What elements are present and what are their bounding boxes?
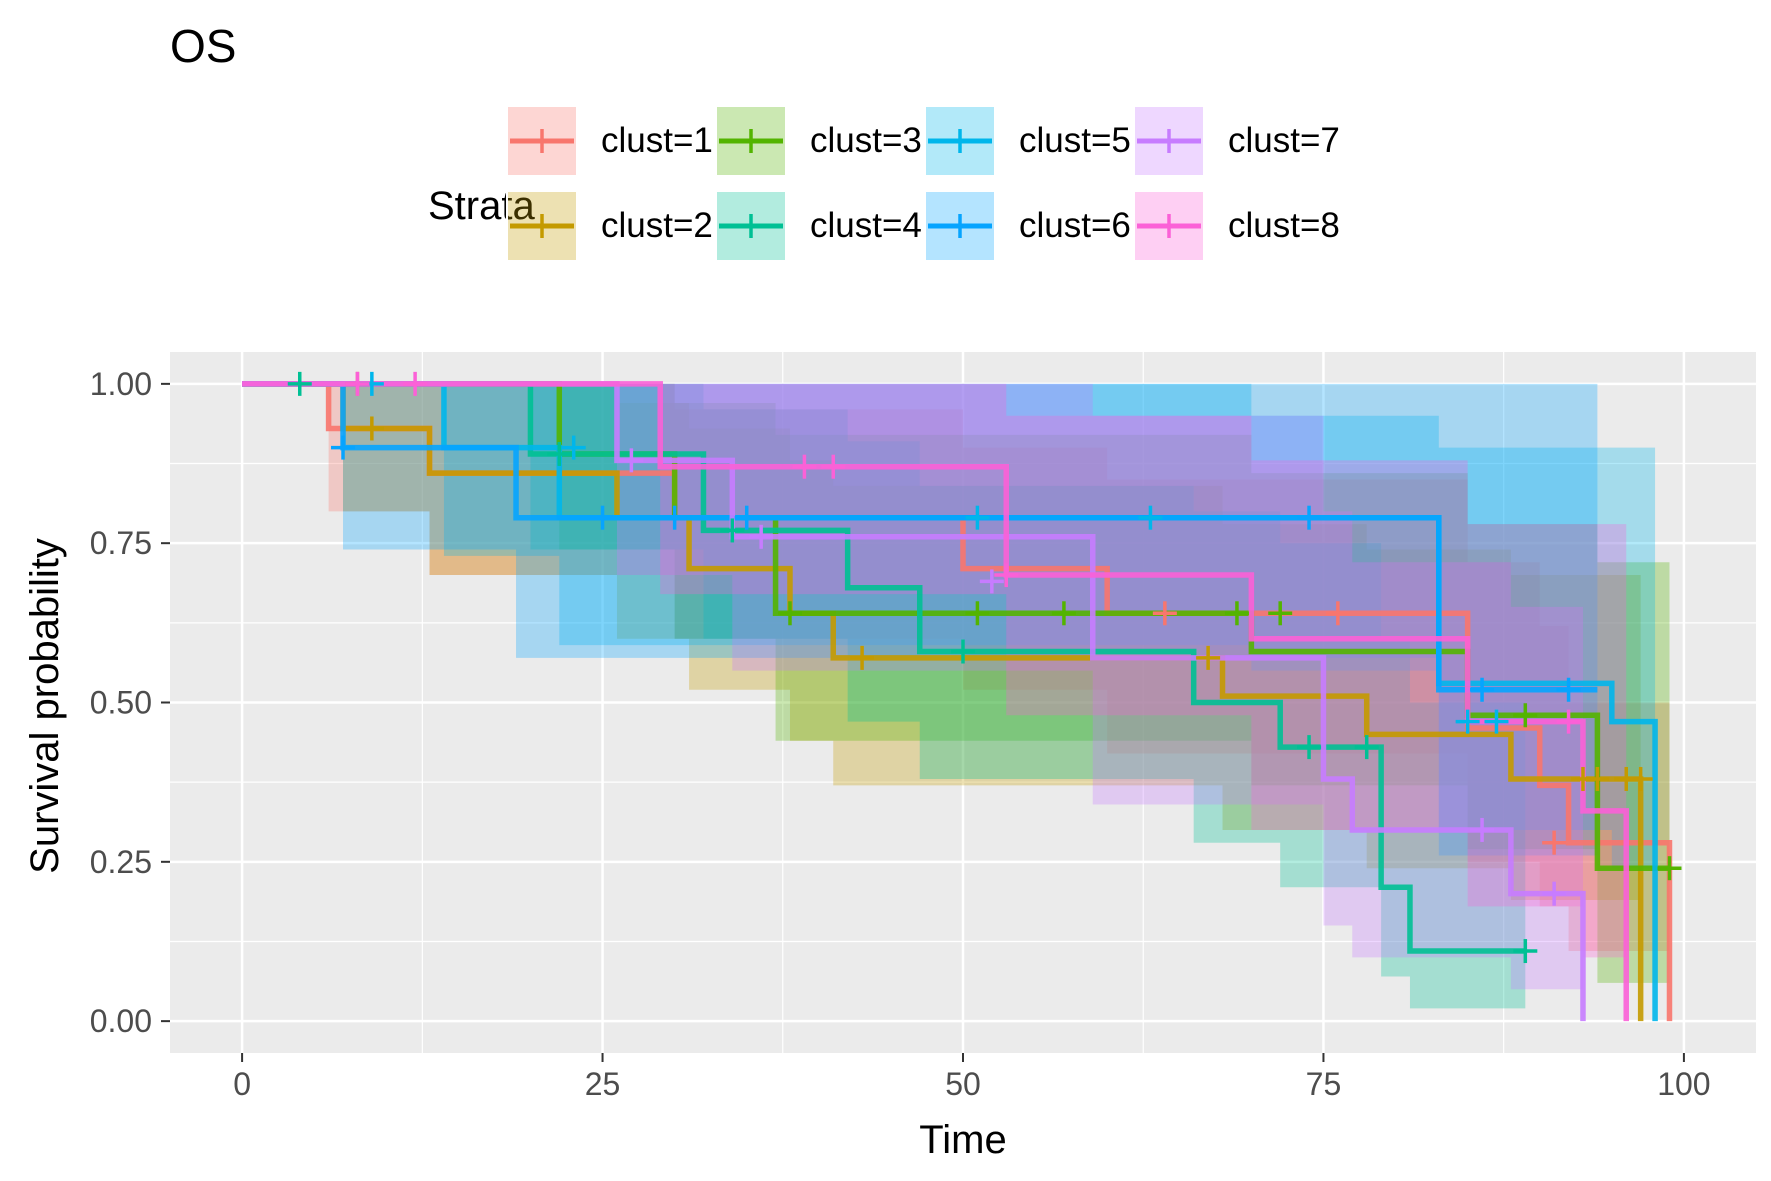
- censor-mark: [1556, 677, 1581, 702]
- censor-mark: [965, 601, 990, 626]
- censor-mark: [965, 505, 990, 530]
- censor-mark: [1138, 505, 1163, 530]
- legend-item-clust-7: clust=7: [1133, 105, 1363, 177]
- x-tick-label: 25: [585, 1066, 621, 1102]
- legend-item-clust-8: clust=8: [1133, 190, 1363, 262]
- y-tick-label: 1.00: [90, 366, 152, 402]
- censor-mark: [720, 518, 745, 543]
- censor-mark: [547, 441, 572, 466]
- legend-item-clust-5: clust=5: [924, 105, 1154, 177]
- confidence-band-clust-2: [242, 383, 1641, 1022]
- censor-mark: [749, 524, 774, 549]
- survival-curve-clust-7: [242, 381, 1586, 1022]
- censor-mark: [561, 435, 586, 460]
- censor-mark: [331, 435, 356, 460]
- y-tick-label: 0.50: [90, 685, 152, 721]
- censor-mark: [1268, 601, 1293, 626]
- censor-mark: [1470, 677, 1495, 702]
- censor-mark: [1455, 709, 1480, 734]
- x-tick-label: 100: [1657, 1066, 1710, 1102]
- censor-mark: [994, 563, 1019, 588]
- confidence-band-clust-3: [242, 383, 1670, 983]
- censor-mark: [821, 454, 846, 479]
- censor-mark: [1513, 703, 1538, 728]
- survival-curve-clust-8: [242, 381, 1629, 1022]
- censor-mark: [1470, 817, 1495, 842]
- legend-key-icon: [1133, 190, 1205, 262]
- confidence-band-clust-7: [242, 383, 1583, 1022]
- chart-title: OS: [170, 20, 237, 72]
- censor-mark: [359, 416, 384, 441]
- survival-curve-clust-4: [242, 381, 1526, 954]
- legend-label: clust=6: [1019, 206, 1131, 245]
- confidence-band-clust-5: [242, 383, 1656, 1022]
- censor-mark: [850, 645, 875, 670]
- censor-mark: [1628, 766, 1653, 791]
- legend-label: clust=5: [1019, 121, 1131, 160]
- censor-mark: [777, 601, 802, 626]
- survival-curve-clust-6: [242, 381, 1598, 693]
- censor-mark: [287, 371, 312, 396]
- confidence-band-clust-4: [242, 383, 1526, 1009]
- censor-mark: [345, 371, 370, 396]
- censor-mark: [1325, 601, 1350, 626]
- legend-label: clust=4: [810, 206, 922, 245]
- y-axis-label: Survival probability: [23, 538, 67, 874]
- y-tick-label: 0.25: [90, 844, 152, 880]
- censor-mark: [1224, 601, 1249, 626]
- legend-key-icon: [715, 190, 787, 262]
- confidence-band-clust-8: [242, 383, 1627, 1022]
- censor-mark: [1657, 856, 1682, 881]
- legend-key-icon: [715, 105, 787, 177]
- legend-item-clust-1: clust=1: [506, 105, 736, 177]
- confidence-band-clust-1: [242, 383, 1670, 1022]
- x-tick-label: 0: [233, 1066, 251, 1102]
- legend-label: clust=2: [601, 206, 713, 245]
- y-tick-label: 0.00: [90, 1003, 152, 1039]
- censor-mark: [734, 505, 759, 530]
- censor-mark: [1152, 601, 1177, 626]
- censor-mark: [619, 448, 644, 473]
- censor-mark: [1297, 735, 1322, 760]
- censor-mark: [1542, 881, 1567, 906]
- legend-label: clust=8: [1228, 206, 1340, 245]
- censor-mark: [951, 639, 975, 664]
- y-tick-label: 0.75: [90, 525, 152, 561]
- legend-label: clust=1: [601, 121, 713, 160]
- censor-mark: [979, 569, 1004, 594]
- x-tick-label: 50: [945, 1066, 981, 1102]
- censor-mark: [662, 505, 687, 530]
- legend-item-clust-2: clust=2: [506, 190, 736, 262]
- x-axis-label: Time: [919, 1118, 1006, 1162]
- censor-mark: [1196, 645, 1221, 670]
- legend-key-icon: [506, 190, 578, 262]
- censor-mark: [792, 454, 817, 479]
- censor-mark: [1556, 709, 1581, 734]
- legend-label: clust=3: [810, 121, 922, 160]
- censor-mark: [403, 371, 428, 396]
- censor-mark: [1051, 601, 1076, 626]
- censor-mark: [1354, 735, 1379, 760]
- censor-mark: [1297, 505, 1322, 530]
- legend-item-clust-4: clust=4: [715, 190, 945, 262]
- legend-key-icon: [1133, 105, 1205, 177]
- legend: Strata clust=1 clust=2 clust=3 clust=4 c…: [0, 0, 1771, 300]
- censor-mark: [1585, 766, 1610, 791]
- censor-mark: [1542, 830, 1567, 855]
- legend-item-clust-6: clust=6: [924, 190, 1154, 262]
- censor-mark: [1513, 939, 1538, 964]
- legend-key-icon: [924, 190, 996, 262]
- survival-curves: [242, 381, 1673, 1022]
- legend-label: clust=7: [1228, 121, 1340, 160]
- axes: 0 25 50 75 100 0.00 0.25 0.50 0.75 1.00: [90, 366, 1711, 1102]
- legend-key-icon: [924, 105, 996, 177]
- censor-mark: [1484, 709, 1509, 734]
- legend-key-icon: [506, 105, 578, 177]
- legend-item-clust-3: clust=3: [715, 105, 945, 177]
- x-tick-label: 75: [1306, 1066, 1342, 1102]
- censor-mark: [590, 505, 615, 530]
- censor-marks: [287, 371, 1682, 964]
